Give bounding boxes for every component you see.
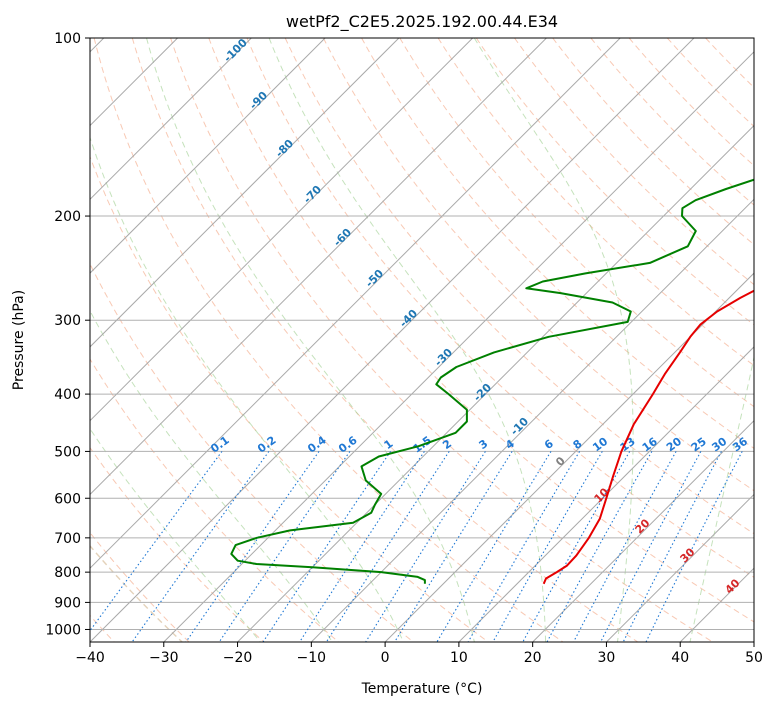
y-axis-label: Pressure (hPa): [11, 290, 27, 390]
x-tick-label: 10: [450, 650, 468, 666]
x-axis-label: Temperature (°C): [361, 681, 483, 697]
y-tick-label: 800: [54, 565, 81, 581]
y-tick-label: 1000: [45, 622, 81, 638]
x-tick-label: 0: [381, 650, 390, 666]
y-tick-label: 700: [54, 531, 81, 547]
y-tick-label: 400: [54, 387, 81, 403]
x-tick-label: −40: [75, 650, 105, 666]
x-tick-label: −30: [149, 650, 179, 666]
chart-title: wetPf2_C2E5.2025.192.00.44.E34: [286, 12, 558, 32]
y-tick-label: 200: [54, 209, 81, 225]
y-tick-label: 100: [54, 31, 81, 47]
x-tick-label: −10: [297, 650, 327, 666]
x-tick-label: 20: [524, 650, 542, 666]
x-tick-label: 30: [598, 650, 616, 666]
y-tick-label: 300: [54, 313, 81, 329]
y-tick-label: 900: [54, 595, 81, 611]
x-tick-label: 40: [671, 650, 689, 666]
y-tick-label: 600: [54, 491, 81, 507]
x-tick-label: −20: [223, 650, 253, 666]
x-tick-label: 50: [745, 650, 763, 666]
y-tick-label: 500: [54, 444, 81, 460]
